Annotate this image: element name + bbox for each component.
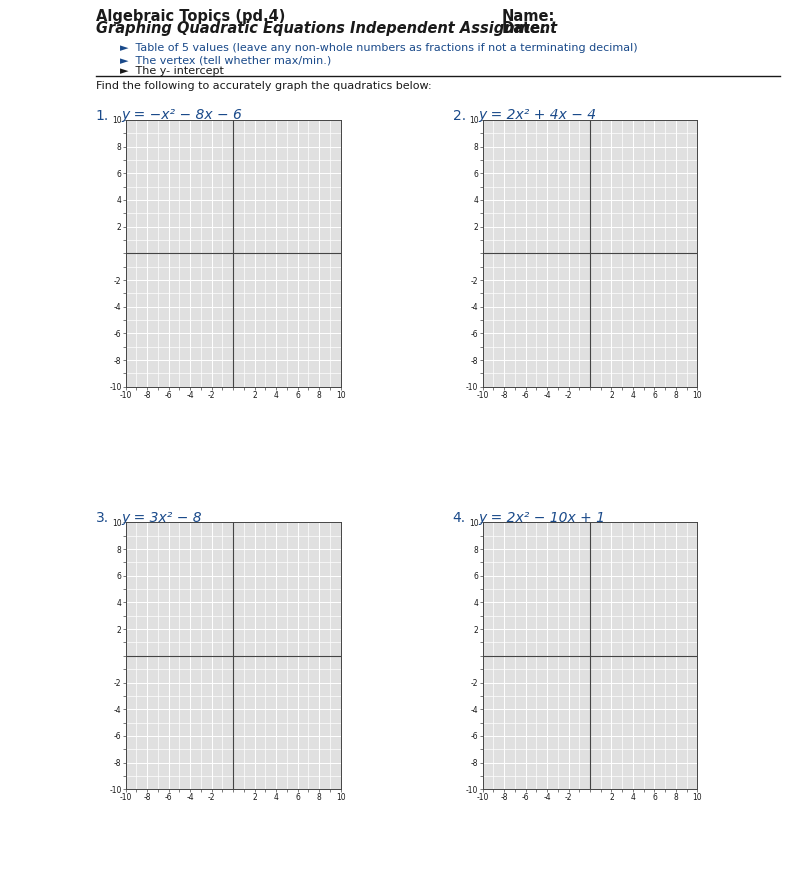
Text: ►  The y- intercept: ► The y- intercept	[120, 66, 224, 76]
Text: ►  Table of 5 values (leave any non-whole numbers as fractions if not a terminat: ► Table of 5 values (leave any non-whole…	[120, 43, 637, 52]
Text: y = 3x² − 8: y = 3x² − 8	[122, 511, 202, 525]
Text: y = −x² − 8x − 6: y = −x² − 8x − 6	[122, 108, 242, 123]
Text: Name:: Name:	[501, 9, 555, 24]
Text: Graphing Quadratic Equations Independent Assignment: Graphing Quadratic Equations Independent…	[96, 21, 557, 36]
Text: Date:: Date:	[501, 21, 546, 36]
Text: Algebraic Topics (pd.4): Algebraic Topics (pd.4)	[96, 9, 285, 24]
Text: 3.: 3.	[96, 511, 109, 525]
Text: y = 2x² − 10x + 1: y = 2x² − 10x + 1	[478, 511, 606, 525]
Text: ►  The vertex (tell whether max/min.): ► The vertex (tell whether max/min.)	[120, 55, 331, 65]
Text: Find the following to accurately graph the quadratics below:: Find the following to accurately graph t…	[96, 80, 431, 91]
Text: 4.: 4.	[453, 511, 466, 525]
Text: y = 2x² + 4x − 4: y = 2x² + 4x − 4	[478, 108, 597, 123]
Text: 1.: 1.	[96, 108, 109, 123]
Text: 2.: 2.	[453, 108, 466, 123]
